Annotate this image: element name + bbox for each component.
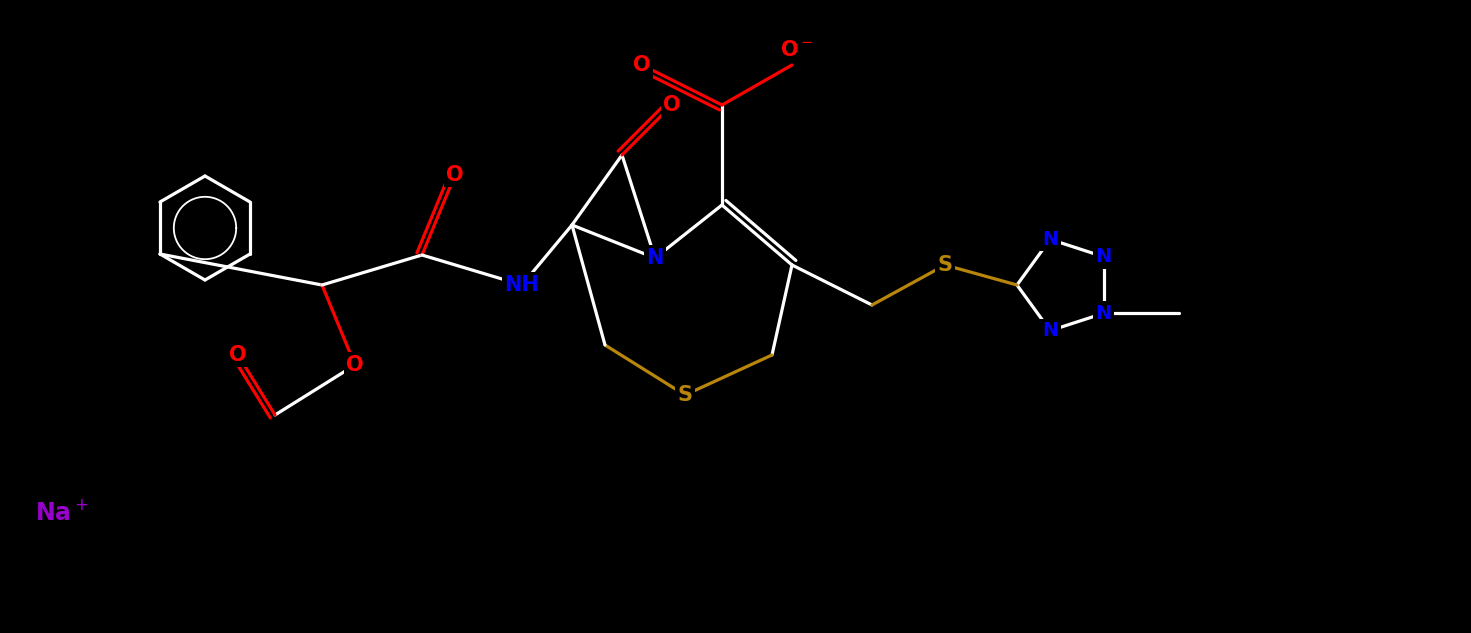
Text: S: S [678,385,693,405]
Text: O: O [229,345,247,365]
Text: N: N [1096,248,1112,266]
Text: O: O [346,355,363,375]
Text: NH: NH [505,275,540,295]
Text: N: N [1096,304,1112,323]
Text: N: N [1041,230,1058,249]
Text: O: O [633,55,650,75]
Text: O: O [663,95,681,115]
Text: O$^-$: O$^-$ [780,40,813,60]
Text: N: N [646,248,663,268]
Text: N: N [1041,321,1058,340]
Text: S: S [937,255,953,275]
Text: Na$^+$: Na$^+$ [35,501,88,525]
Text: O: O [446,165,463,185]
